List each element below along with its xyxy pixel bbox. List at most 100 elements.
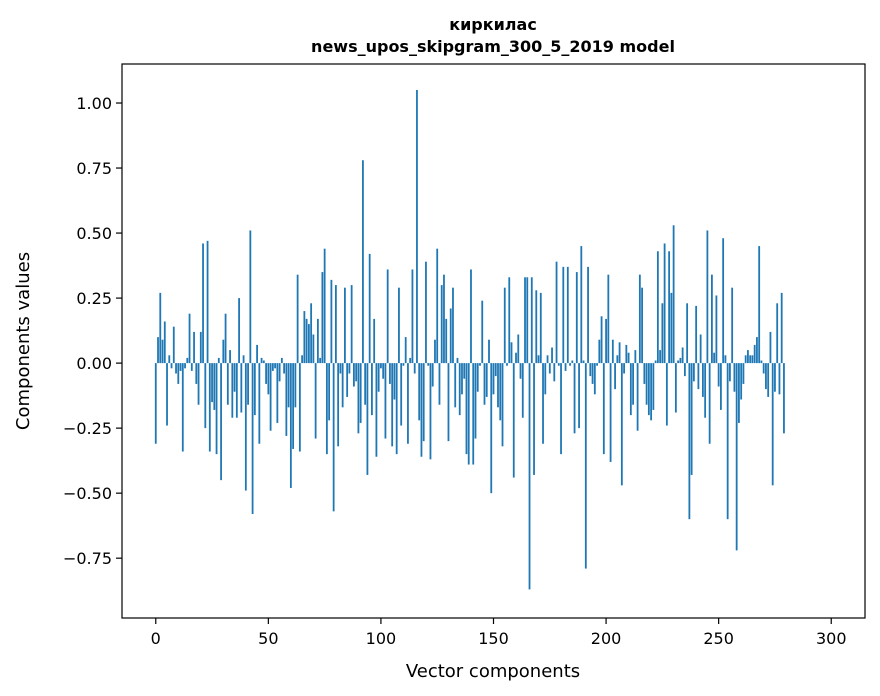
bar: [553, 363, 556, 382]
bar: [733, 363, 736, 392]
bar: [521, 363, 524, 418]
bar: [753, 344, 756, 364]
bar: [492, 363, 495, 395]
bar: [528, 363, 531, 590]
bar: [643, 363, 646, 384]
bar: [729, 363, 731, 382]
bar: [503, 287, 506, 364]
bar: [362, 160, 364, 364]
bar: [483, 363, 486, 405]
bar: [377, 363, 380, 392]
bar: [380, 363, 382, 369]
bar: [774, 363, 776, 392]
bar: [323, 248, 326, 364]
bar: [683, 363, 686, 377]
bar: [616, 355, 619, 364]
bar: [665, 363, 668, 426]
bar: [166, 363, 168, 426]
x-axis-label: Vector components: [406, 661, 580, 682]
bar: [740, 363, 743, 400]
bar: [422, 363, 425, 442]
bar: [524, 277, 526, 364]
bar: [195, 363, 198, 384]
bar: [765, 363, 767, 390]
bar: [181, 363, 184, 452]
bar: [465, 363, 468, 455]
bar: [256, 344, 258, 364]
bar: [253, 363, 256, 416]
bar: [587, 266, 589, 364]
bar: [400, 363, 403, 426]
bar: [226, 363, 229, 405]
bar: [697, 363, 700, 390]
bar: [373, 318, 376, 364]
y-tick-label: 0.50: [76, 224, 112, 243]
bar: [233, 363, 236, 392]
bar: [501, 363, 504, 447]
bar: [330, 279, 333, 364]
bar: [686, 303, 689, 364]
bar: [359, 363, 362, 423]
bar: [307, 324, 310, 364]
bar: [434, 339, 436, 364]
bar: [659, 350, 662, 364]
bar: [251, 363, 254, 514]
bar: [555, 261, 558, 364]
bar: [634, 350, 637, 364]
bar: [530, 277, 533, 364]
bar: [204, 363, 207, 429]
bar: [589, 363, 592, 377]
bar: [474, 363, 477, 439]
bar: [758, 246, 761, 364]
y-tick-label: 0.00: [76, 354, 112, 373]
bar: [526, 277, 529, 364]
bar: [571, 360, 574, 364]
bar: [542, 363, 544, 444]
bar: [292, 363, 295, 449]
bar: [674, 363, 677, 413]
bar: [650, 363, 653, 421]
bar: [409, 357, 412, 364]
bar: [271, 363, 274, 371]
bar: [677, 360, 680, 364]
bar: [298, 363, 301, 452]
bar: [375, 363, 378, 457]
bar: [580, 246, 583, 364]
bar: [244, 363, 247, 491]
bar: [681, 347, 684, 364]
bar: [593, 363, 596, 395]
bar: [316, 318, 319, 364]
bar: [470, 269, 472, 364]
bar: [463, 363, 466, 379]
bar: [420, 363, 423, 457]
bar: [652, 363, 655, 410]
bar: [578, 363, 580, 429]
bar: [283, 363, 286, 374]
bar: [562, 266, 565, 364]
bar: [193, 331, 195, 364]
bar: [701, 363, 704, 397]
x-tick-label: 0: [151, 629, 161, 648]
bar: [751, 355, 754, 364]
bar: [364, 363, 367, 405]
bar: [699, 334, 702, 364]
bar: [368, 253, 371, 364]
bar: [614, 363, 616, 390]
bar: [355, 363, 358, 382]
bar: [769, 331, 772, 364]
bar: [544, 363, 547, 395]
bar: [627, 352, 630, 364]
bar: [611, 339, 614, 364]
bar: [695, 305, 698, 364]
y-tick-label: 1.00: [76, 94, 112, 113]
x-tick-label: 150: [478, 629, 509, 648]
x-tick-label: 50: [258, 629, 278, 648]
bar: [598, 339, 601, 364]
x-axis-ticks: 0 50 100 150 200 250 300: [151, 618, 847, 648]
bar: [416, 90, 418, 364]
bar: [499, 363, 502, 421]
bar: [445, 318, 448, 364]
bar: [429, 363, 432, 460]
bar: [175, 363, 177, 374]
bar: [641, 287, 643, 364]
